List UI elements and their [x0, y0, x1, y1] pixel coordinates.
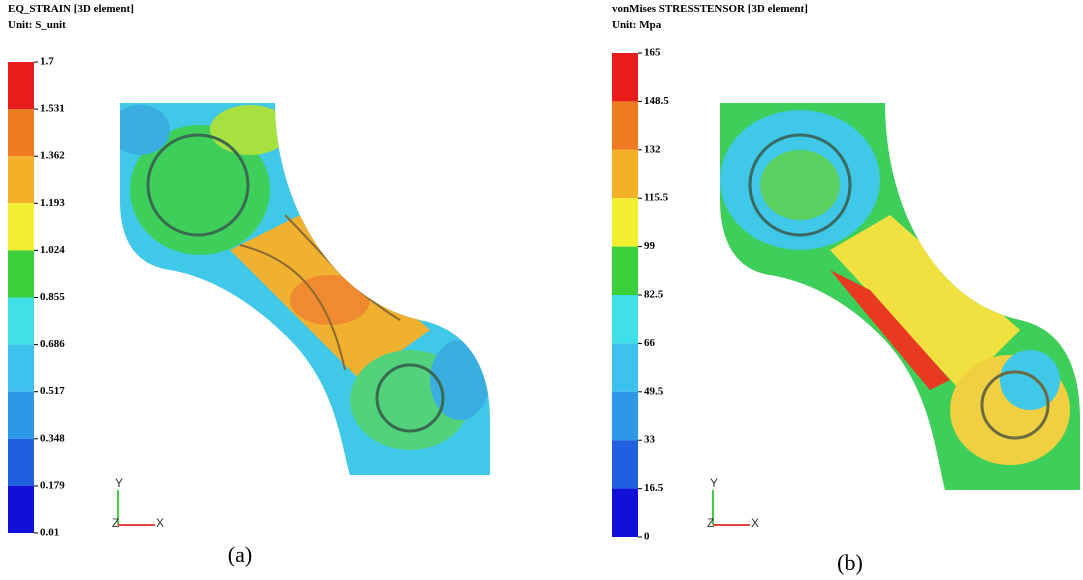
- legend-band: [612, 53, 638, 101]
- legend-label: 0: [644, 531, 650, 543]
- legend-band: [8, 109, 34, 156]
- legend-band: [612, 150, 638, 198]
- panel-unit: Unit: Mpa: [612, 19, 662, 31]
- legend-band: [612, 247, 638, 295]
- legend-label: 165: [644, 47, 661, 59]
- legend-label: 0.517: [40, 385, 65, 397]
- legend-label: 1.024: [40, 244, 65, 256]
- legend-band: [8, 392, 34, 439]
- legend-label: 49.5: [644, 385, 664, 397]
- legend-label: 66: [644, 337, 656, 349]
- legend-label: 0.348: [40, 432, 65, 444]
- legend-label: 0.855: [40, 291, 65, 303]
- caption: (a): [228, 542, 252, 567]
- legend-label: 1.193: [40, 197, 65, 209]
- legend-label: 132: [644, 143, 661, 155]
- caption: (b): [837, 550, 863, 575]
- legend-band: [612, 489, 638, 537]
- axes-a: Y Z X: [112, 476, 164, 530]
- legend-label: 16.5: [644, 482, 664, 494]
- legend-label: 115.5: [644, 192, 669, 204]
- axis-label: Z: [707, 516, 714, 530]
- axis-label: X: [751, 516, 759, 530]
- panel-unit: Unit: S_unit: [8, 19, 66, 31]
- legend-band: [8, 250, 34, 297]
- legend-band: [8, 439, 34, 486]
- legend-label: 1.362: [40, 150, 65, 162]
- legend-label: 0.179: [40, 479, 65, 491]
- legend-band: [8, 156, 34, 203]
- legend-label: 0.01: [40, 527, 59, 539]
- legend-band: [8, 62, 34, 109]
- panel-title: EQ_STRAIN [3D element]: [8, 3, 134, 15]
- legend-band: [612, 101, 638, 149]
- legend-band: [8, 486, 34, 533]
- legend-band: [612, 343, 638, 391]
- axis-label: Y: [710, 476, 718, 490]
- legend-band: [612, 440, 638, 488]
- part-a: [100, 95, 500, 485]
- legend-band: [612, 198, 638, 246]
- legend-label: 148.5: [644, 95, 669, 107]
- legend-band: [8, 203, 34, 250]
- legend-label: 1.531: [40, 103, 65, 115]
- figure: Y Z X Y Z X EQ_STRAIN [3D element] Unit: …: [0, 0, 1083, 580]
- legend-label: 0.686: [40, 338, 65, 350]
- legend-band: [8, 345, 34, 392]
- legend-label: 1.7: [40, 56, 54, 68]
- legend-band: [612, 295, 638, 343]
- axis-label: Y: [115, 476, 123, 490]
- legend-label: 33: [644, 434, 656, 446]
- legend-label: 82.5: [644, 289, 664, 301]
- legend-band: [8, 298, 34, 345]
- axis-label: Z: [112, 516, 119, 530]
- axes-b: Y Z X: [707, 476, 759, 530]
- legend-label: 99: [644, 240, 656, 252]
- legend-band: [612, 392, 638, 440]
- part-b: [700, 95, 1083, 495]
- axis-label: X: [156, 516, 164, 530]
- panel-title: vonMises STRESSTENSOR [3D element]: [612, 3, 808, 15]
